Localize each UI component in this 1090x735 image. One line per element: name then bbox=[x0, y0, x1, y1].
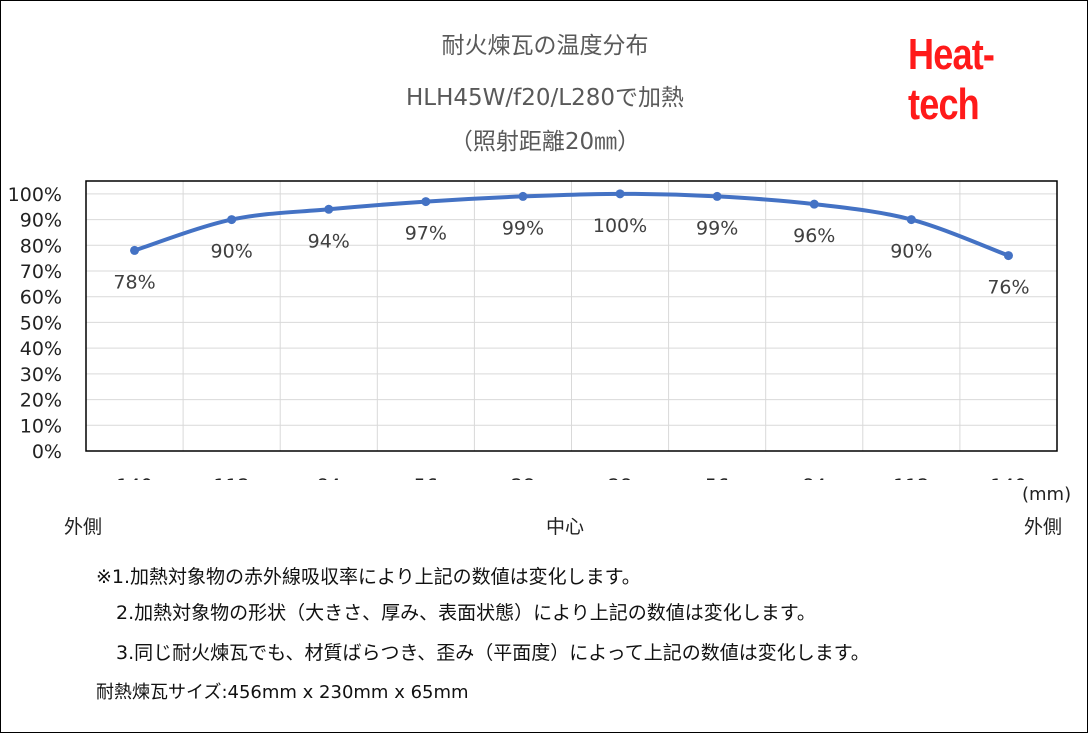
line-chart: 0% 10% 20% 30% 40% 50% 60% 70% 80% 90% 100% 140 112 8… bbox=[8, 180, 1058, 480]
x-tick-label: 84 bbox=[802, 475, 826, 480]
y-tick-label: 20% bbox=[20, 390, 62, 412]
data-point bbox=[130, 245, 140, 255]
data-label: 76% bbox=[987, 277, 1029, 299]
data-point bbox=[615, 189, 625, 199]
note-2: 2.加熱対象物の形状（大きさ、厚み、表面状態）により上記の数値は変化します。 bbox=[116, 602, 816, 624]
x-side-label-right: 外側 bbox=[1024, 516, 1063, 538]
data-point bbox=[906, 215, 916, 225]
x-side-label-left: 外側 bbox=[64, 516, 103, 538]
x-tick-label: 56 bbox=[705, 475, 729, 480]
data-label: 94% bbox=[308, 230, 350, 252]
y-tick-label: 70% bbox=[20, 261, 62, 283]
chart-subtitle: HLH45W/f20/L280で加熱 bbox=[406, 85, 684, 111]
y-tick-label: 50% bbox=[20, 312, 62, 334]
chart-title: 耐火煉瓦の温度分布 bbox=[441, 33, 649, 59]
y-tick-label: 100% bbox=[8, 184, 62, 206]
note-1: ※1.加熱対象物の赤外線吸収率により上記の数値は変化します。 bbox=[96, 566, 641, 588]
chart-subtitle-distance: （照射距離20㎜） bbox=[449, 129, 641, 155]
x-tick-label: 112 bbox=[893, 475, 929, 480]
x-axis-unit: (mm) bbox=[1022, 484, 1072, 505]
y-tick-label: 80% bbox=[20, 235, 62, 257]
y-tick-label: 0% bbox=[32, 441, 62, 463]
data-label: 99% bbox=[502, 217, 544, 239]
data-label: 78% bbox=[113, 271, 155, 293]
x-tick-label: 28 bbox=[608, 475, 632, 480]
data-label: 90% bbox=[890, 241, 932, 263]
x-tick-label: 84 bbox=[317, 475, 341, 480]
data-point bbox=[518, 191, 528, 201]
y-tick-label: 60% bbox=[20, 287, 62, 309]
data-label: 100% bbox=[593, 215, 647, 237]
data-point bbox=[227, 215, 237, 225]
x-side-label-center: 中心 bbox=[546, 516, 585, 538]
x-tick-label: 140 bbox=[990, 475, 1026, 480]
data-point bbox=[421, 197, 431, 207]
x-tick-label: 140 bbox=[116, 475, 152, 480]
x-tick-label: 28 bbox=[511, 475, 535, 480]
series-line bbox=[132, 191, 1011, 258]
y-tick-label: 90% bbox=[20, 210, 62, 232]
y-tick-label: 40% bbox=[20, 338, 62, 360]
data-label: 99% bbox=[696, 217, 738, 239]
data-point bbox=[1003, 251, 1013, 261]
plot-area-border bbox=[85, 180, 1058, 452]
data-point bbox=[324, 204, 334, 214]
x-tick-label: 112 bbox=[214, 475, 250, 480]
heat-tech-logo: Heat-tech bbox=[908, 30, 995, 129]
note-brick-size: 耐熱煉瓦サイズ:456mm x 230mm x 65mm bbox=[96, 682, 469, 703]
data-label: 96% bbox=[793, 225, 835, 247]
note-3: 3.同じ耐火煉瓦でも、材質ばらつき、歪み（平面度）によって上記の数値は変化します… bbox=[116, 642, 870, 664]
data-label: 97% bbox=[405, 223, 447, 245]
data-point bbox=[809, 199, 819, 209]
data-label: 90% bbox=[211, 241, 253, 263]
y-tick-label: 10% bbox=[20, 415, 62, 437]
data-point bbox=[712, 191, 722, 201]
x-tick-label: 56 bbox=[414, 475, 438, 480]
y-tick-label: 30% bbox=[20, 364, 62, 386]
